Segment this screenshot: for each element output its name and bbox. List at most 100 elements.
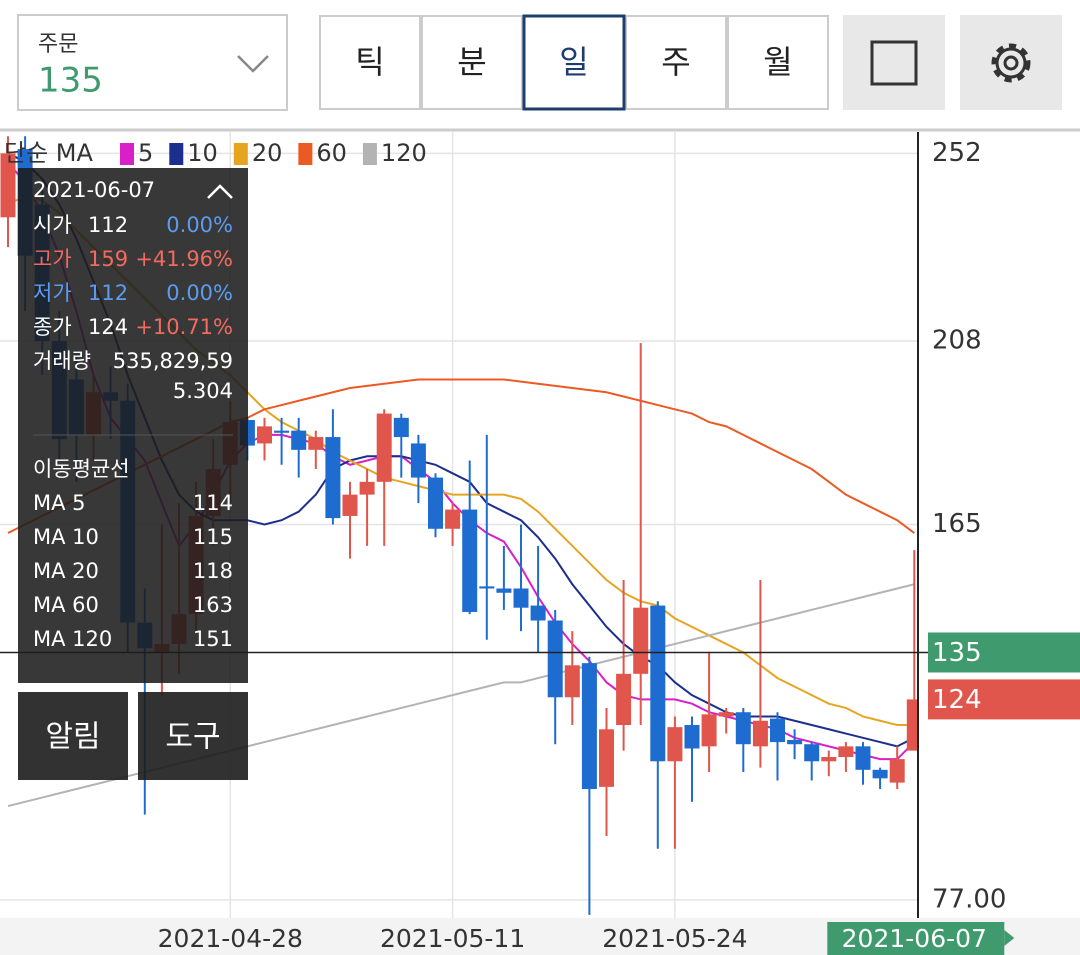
- tool-button-label: 도구: [165, 720, 220, 755]
- layout-button[interactable]: [843, 15, 945, 110]
- settings-button[interactable]: [960, 15, 1062, 110]
- ma-row-label: MA 120: [33, 627, 112, 651]
- tooltip-box: [18, 168, 248, 683]
- x-tick-label: 2021-05-11: [380, 924, 525, 953]
- ma-row-label: MA 10: [33, 525, 99, 549]
- candle-body: [393, 417, 409, 438]
- tooltip-row-value: 112: [88, 213, 128, 237]
- candle-body: [804, 744, 820, 762]
- period-tab-label: 틱: [355, 43, 384, 81]
- order-box[interactable]: [17, 14, 288, 111]
- candle-body: [667, 727, 683, 762]
- tooltip-row-value: 124: [88, 315, 128, 339]
- period-tab[interactable]: [421, 15, 523, 110]
- legend-title: 단순 MA: [4, 139, 93, 167]
- x-tick-label: 2021-05-24: [602, 924, 747, 953]
- period-tab[interactable]: [522, 14, 626, 111]
- candle-body: [599, 729, 614, 787]
- tooltip-row-change: +41.96%: [135, 247, 233, 271]
- y-tick-label: 165: [932, 509, 982, 539]
- legend-swatch: [169, 143, 184, 165]
- y-tick-label: 208: [932, 326, 982, 356]
- candle-body: [752, 720, 768, 747]
- candle-body: [257, 426, 272, 444]
- crosshair-price: 135: [932, 638, 982, 668]
- candle-body: [581, 663, 597, 790]
- candle-body: [308, 437, 324, 450]
- candle-body: [564, 665, 580, 698]
- tooltip-row-change: +10.71%: [135, 315, 233, 339]
- tooltip-row-value: 112: [88, 281, 128, 305]
- period-tab-label: 주: [661, 43, 690, 81]
- candle-body: [342, 494, 358, 516]
- y-tick-label: 77.00: [932, 884, 1006, 914]
- tooltip-row-change: 0.00%: [166, 213, 233, 237]
- tooltip-row-label: 저가: [33, 281, 72, 305]
- tool-button[interactable]: [18, 692, 128, 780]
- last-price-tag: [928, 679, 1080, 720]
- order-label: 주문: [38, 32, 78, 57]
- gear-icon: [991, 43, 1031, 83]
- candle-body: [445, 509, 461, 529]
- candle-body: [513, 588, 529, 608]
- candle-body: [428, 477, 443, 529]
- candle-body: [633, 607, 649, 674]
- tooltip-row-label: 고가: [33, 247, 72, 271]
- ma-row-label: MA 5: [33, 491, 86, 515]
- tool-button-label: 알림: [45, 720, 100, 755]
- legend-label: 60: [316, 139, 347, 167]
- legend-label: 120: [381, 139, 427, 167]
- ma-row-label: MA 20: [33, 559, 99, 583]
- period-tab[interactable]: [727, 15, 829, 110]
- ma-row-value: 115: [193, 525, 233, 549]
- period-tab-label: 일: [559, 43, 588, 81]
- ma-row-label: MA 60: [33, 593, 99, 617]
- ma-row-value: 163: [193, 593, 233, 617]
- candle-body: [701, 714, 717, 747]
- ma-row-value: 114: [193, 491, 233, 515]
- candle-body: [410, 443, 426, 478]
- candle-body: [684, 725, 700, 749]
- candle-body: [838, 746, 854, 758]
- legend-label: 20: [252, 139, 283, 167]
- ma-title: 이동평균선: [33, 457, 130, 481]
- candle-body: [787, 739, 803, 745]
- order-value: 135: [38, 61, 103, 101]
- crosshair-price-tag: [928, 632, 1080, 673]
- legend-swatch: [362, 143, 377, 165]
- candle-body: [889, 759, 905, 783]
- candle-body: [872, 769, 888, 779]
- tool-button[interactable]: [138, 692, 248, 780]
- period-tab-label: 분: [457, 43, 486, 81]
- candle-body: [462, 509, 478, 612]
- ma-row-value: 151: [193, 627, 233, 651]
- period-tab[interactable]: [625, 15, 727, 110]
- legend-swatch: [298, 143, 313, 165]
- legend-swatch: [120, 143, 134, 165]
- candle-body: [616, 673, 632, 726]
- square-icon: [870, 40, 918, 86]
- candle-body: [530, 605, 546, 621]
- y-tick-label: 252: [932, 138, 982, 168]
- legend-swatch: [233, 143, 248, 165]
- candle-body: [274, 430, 290, 433]
- x-tick-label: 2021-04-28: [158, 924, 303, 953]
- tooltip-row-label: 시가: [33, 213, 72, 237]
- candle-body: [650, 605, 666, 762]
- candle-body: [906, 699, 918, 751]
- period-tab[interactable]: [319, 15, 421, 110]
- candle-body: [821, 757, 837, 762]
- legend-label: 5: [138, 139, 153, 167]
- candle-body: [376, 413, 392, 482]
- volume-label: 거래량: [33, 349, 91, 373]
- period-tab-label: 월: [763, 43, 792, 81]
- candle-body: [479, 586, 495, 589]
- candle-body: [718, 712, 734, 717]
- tooltip-row-value: 159: [88, 247, 128, 271]
- tooltip-row-change: 0.00%: [166, 281, 233, 305]
- candle-body: [855, 746, 871, 770]
- candle-body: [0, 153, 16, 218]
- volume-value-cont: 5.304: [173, 379, 233, 403]
- collapse-icon[interactable]: [207, 184, 233, 199]
